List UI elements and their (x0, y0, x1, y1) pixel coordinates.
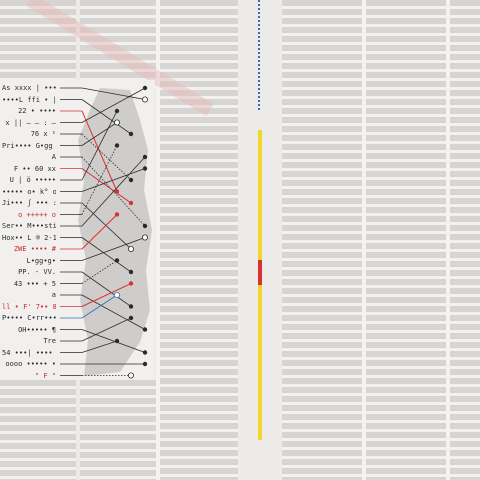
legend-label: o +++++ o (18, 210, 56, 219)
connector-line (81, 202, 132, 250)
connector-node (128, 177, 134, 183)
color-bar-segment (258, 260, 262, 285)
legend-label: Ser•• M•••sti (2, 222, 56, 230)
text-column-1 (0, 0, 76, 80)
connector-node (142, 223, 148, 229)
connector-node (142, 350, 148, 355)
legend-label: oooo ••••• • (5, 360, 56, 368)
connector-line (81, 237, 132, 273)
connector-line (81, 87, 146, 100)
connector-node (142, 154, 148, 160)
connector-line (81, 317, 132, 342)
connector-node (114, 143, 120, 148)
connector-node (128, 131, 134, 137)
legend-label: ••••L ffi • || (2, 95, 56, 104)
connector-line (81, 294, 118, 319)
connector-node (141, 96, 148, 103)
connector-line (81, 99, 132, 135)
legend-label: Tre (43, 337, 56, 345)
connector-line (81, 122, 118, 146)
connector-line (81, 329, 146, 353)
connector-line (81, 294, 146, 330)
color-bar-top (258, 0, 264, 110)
connector-node (142, 166, 148, 171)
legend-label: U | ö ••••• (9, 176, 56, 184)
legend-label: ZWE •••• # (13, 245, 56, 253)
connector-line (81, 156, 146, 227)
connector-line (81, 87, 146, 123)
legend-label: L•gg•g• (26, 256, 56, 265)
page-fold (240, 0, 262, 480)
legend-label: 43 ••• + 5 (13, 279, 56, 288)
text-column-1-lower (0, 380, 76, 480)
connector-line (81, 156, 146, 227)
connector-node (127, 245, 134, 252)
connector-node (114, 338, 120, 344)
legend-label: a (51, 291, 56, 299)
connector-node (142, 85, 148, 91)
legend-label: As xxxx | •••• (2, 84, 56, 92)
connector-node (128, 315, 134, 321)
legend-label: x || — — : — (5, 118, 56, 127)
connector-node (114, 291, 121, 298)
text-column-3 (160, 0, 238, 480)
legend-label: PP. - VV. (18, 268, 56, 276)
connector-node (114, 108, 120, 114)
legend-label: Hox•• L ® 2-1• (2, 233, 56, 242)
legend-label: 76 x ¹ (30, 130, 56, 138)
text-column-6 (450, 0, 480, 480)
connector-line (81, 110, 118, 181)
legend-label: " F " (34, 371, 56, 380)
map-silhouette (78, 88, 152, 376)
connector-line (81, 283, 132, 307)
connector-node (141, 234, 148, 241)
connector-line (81, 145, 118, 215)
connector-node (128, 281, 134, 286)
connector-line (81, 168, 132, 204)
legend-label: Ji••• ʃ ••• : (2, 199, 56, 207)
text-column-5 (366, 0, 446, 480)
connector-node (114, 212, 120, 217)
column-gutter (362, 0, 366, 480)
text-column-2-lower (80, 380, 156, 480)
connector-line (81, 214, 118, 250)
color-bar-segment (258, 284, 262, 440)
legend-label: ll • F' 7•• 89,8 (2, 302, 56, 311)
connector-node (127, 372, 134, 379)
connector-line (81, 168, 146, 192)
connector-line (81, 340, 118, 353)
legend-label: F •• 60 xx (13, 164, 56, 173)
legend-label: 54 •••| •••• 8 (2, 348, 56, 357)
text-column-2 (80, 0, 156, 80)
connector-line (81, 237, 146, 261)
connector-line (81, 133, 132, 181)
connector-node (114, 258, 120, 263)
connector-node (128, 200, 134, 206)
legend-label: ••••• o• k° oo (2, 187, 56, 196)
column-gutter (446, 0, 450, 480)
column-gutter (156, 0, 160, 480)
legend-label: P•••• C•rr•••• (2, 314, 56, 322)
connector-node (142, 327, 148, 332)
legend-label: Pri•••• G•gg • (2, 141, 56, 150)
color-bar-segment (258, 130, 262, 261)
connector-node (128, 269, 134, 275)
legend-label: A (51, 153, 56, 161)
connector-line (81, 260, 118, 284)
connector-line (81, 110, 118, 192)
legend-label: OH••••• ¶ (18, 325, 56, 334)
legend-label: 22 • •••• (18, 107, 56, 115)
text-column-4 (282, 0, 362, 480)
color-bar (258, 130, 262, 440)
connector-node (128, 304, 134, 309)
connector-node (114, 119, 121, 126)
connector-node (142, 361, 148, 367)
